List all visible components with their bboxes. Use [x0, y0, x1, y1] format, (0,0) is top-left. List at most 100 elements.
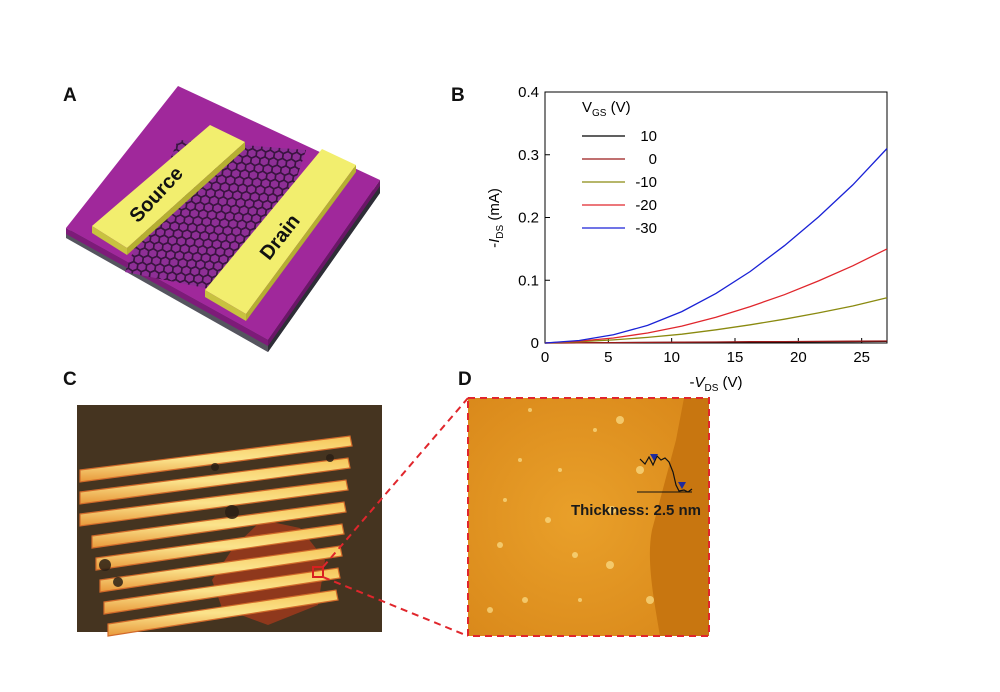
legend-label--20: -20 [635, 197, 657, 214]
hex-cell [350, 338, 360, 348]
y-axis-label: -IDS (mA) [486, 188, 506, 248]
hex-cell [340, 315, 350, 325]
hex-cell [296, 124, 306, 134]
hex-cell [389, 124, 399, 134]
hex-cell [97, 324, 107, 334]
hex-cell [356, 295, 366, 305]
hex-cell [164, 322, 174, 332]
hex-cell [382, 333, 392, 343]
hex-cell [364, 332, 374, 342]
afm-image: Thickness: 2.5 nm [467, 397, 710, 637]
electrode-stripe [107, 589, 339, 637]
afm-spot [608, 506, 616, 514]
dielectric-side [66, 228, 268, 346]
hex-cell [349, 128, 359, 138]
iv-chart: 0 5 10 15 20 25 0 0.1 0.2 0.3 0.4 VGS (V) 10 0 -10 -20… [486, 84, 888, 394]
hex-cell [230, 335, 240, 345]
hex-cell [101, 295, 111, 305]
hex-cell [330, 293, 340, 303]
hex-cell [363, 216, 373, 226]
hex-cell [140, 306, 150, 316]
hex-cell [319, 306, 329, 316]
hex-cell [400, 241, 410, 251]
hex-cell [381, 124, 391, 134]
hex-cell [362, 252, 372, 262]
zoom-line-bottom [322, 576, 469, 637]
hex-cell [402, 133, 412, 143]
hex-cell [373, 239, 383, 249]
hex-cell [398, 161, 408, 171]
hex-cell [374, 167, 384, 177]
hex-cell [377, 210, 387, 220]
hex-cell [410, 133, 420, 143]
hex-cell [304, 312, 314, 322]
hex-cell [415, 163, 425, 173]
hex-cell [110, 296, 120, 306]
hex-cell [379, 196, 389, 206]
hex-cell [120, 319, 130, 329]
hex-cell [380, 160, 390, 170]
y-tick-label: 0.3 [518, 147, 539, 164]
hex-cell [381, 312, 391, 322]
hex-cell [394, 154, 404, 164]
hex-cell [389, 312, 399, 322]
hex-cell [372, 311, 382, 321]
hex-cell [369, 267, 379, 277]
hex-cell [393, 132, 403, 142]
hex-cell [359, 339, 369, 349]
afm-spot [518, 458, 522, 462]
hex-cell [411, 191, 421, 201]
hex-cell [386, 211, 396, 221]
hex-cell [384, 225, 394, 235]
hex-cell [414, 141, 424, 151]
afm-spot [606, 561, 614, 569]
hex-cell [391, 146, 401, 156]
hex-cell [308, 320, 318, 330]
panel-letter-b: B [451, 85, 465, 106]
hex-cell [408, 184, 418, 194]
hex-cell [403, 154, 413, 164]
chart-series [544, 148, 888, 344]
hex-cell [377, 304, 387, 314]
hex-cell [321, 292, 331, 302]
hex-cell [357, 129, 367, 139]
hex-cell [108, 310, 118, 320]
hex-cell [173, 323, 183, 333]
hex-cell [387, 327, 397, 337]
hex-cell [149, 291, 162, 298]
hex-cell [137, 111, 147, 121]
hex-cell [346, 272, 356, 282]
afm-spot [593, 428, 597, 432]
hex-cell [391, 240, 401, 250]
hex-cell [138, 320, 148, 330]
hex-cell [310, 306, 320, 316]
hex-cell [395, 269, 405, 279]
hex-cell [385, 247, 395, 257]
hex-cell [106, 325, 116, 335]
hex-cell [304, 125, 314, 135]
debris-particle [99, 559, 111, 571]
hex-cell [347, 294, 357, 304]
hex-cell [125, 295, 130, 298]
hex-cell [357, 259, 367, 269]
hex-cell [112, 282, 122, 292]
dielectric-side-right [268, 180, 380, 346]
hex-cell [350, 244, 360, 254]
panel-letter-a: A [63, 85, 77, 106]
afm-spot [497, 542, 503, 548]
hex-cell [340, 127, 350, 137]
debris-particle [211, 463, 219, 471]
x-tick-label: 25 [853, 349, 870, 366]
hex-cell [391, 204, 401, 214]
hex-cell [98, 288, 108, 298]
hex-cell [305, 297, 306, 298]
x-axis-label: -VDS (V) [689, 374, 742, 394]
hex-cell [353, 345, 363, 355]
hex-cell [306, 334, 316, 344]
hex-cell [125, 289, 135, 298]
hex-cell [354, 121, 364, 130]
hex-cell [287, 123, 297, 133]
hex-cell [392, 168, 402, 178]
hex-cell [385, 283, 395, 293]
